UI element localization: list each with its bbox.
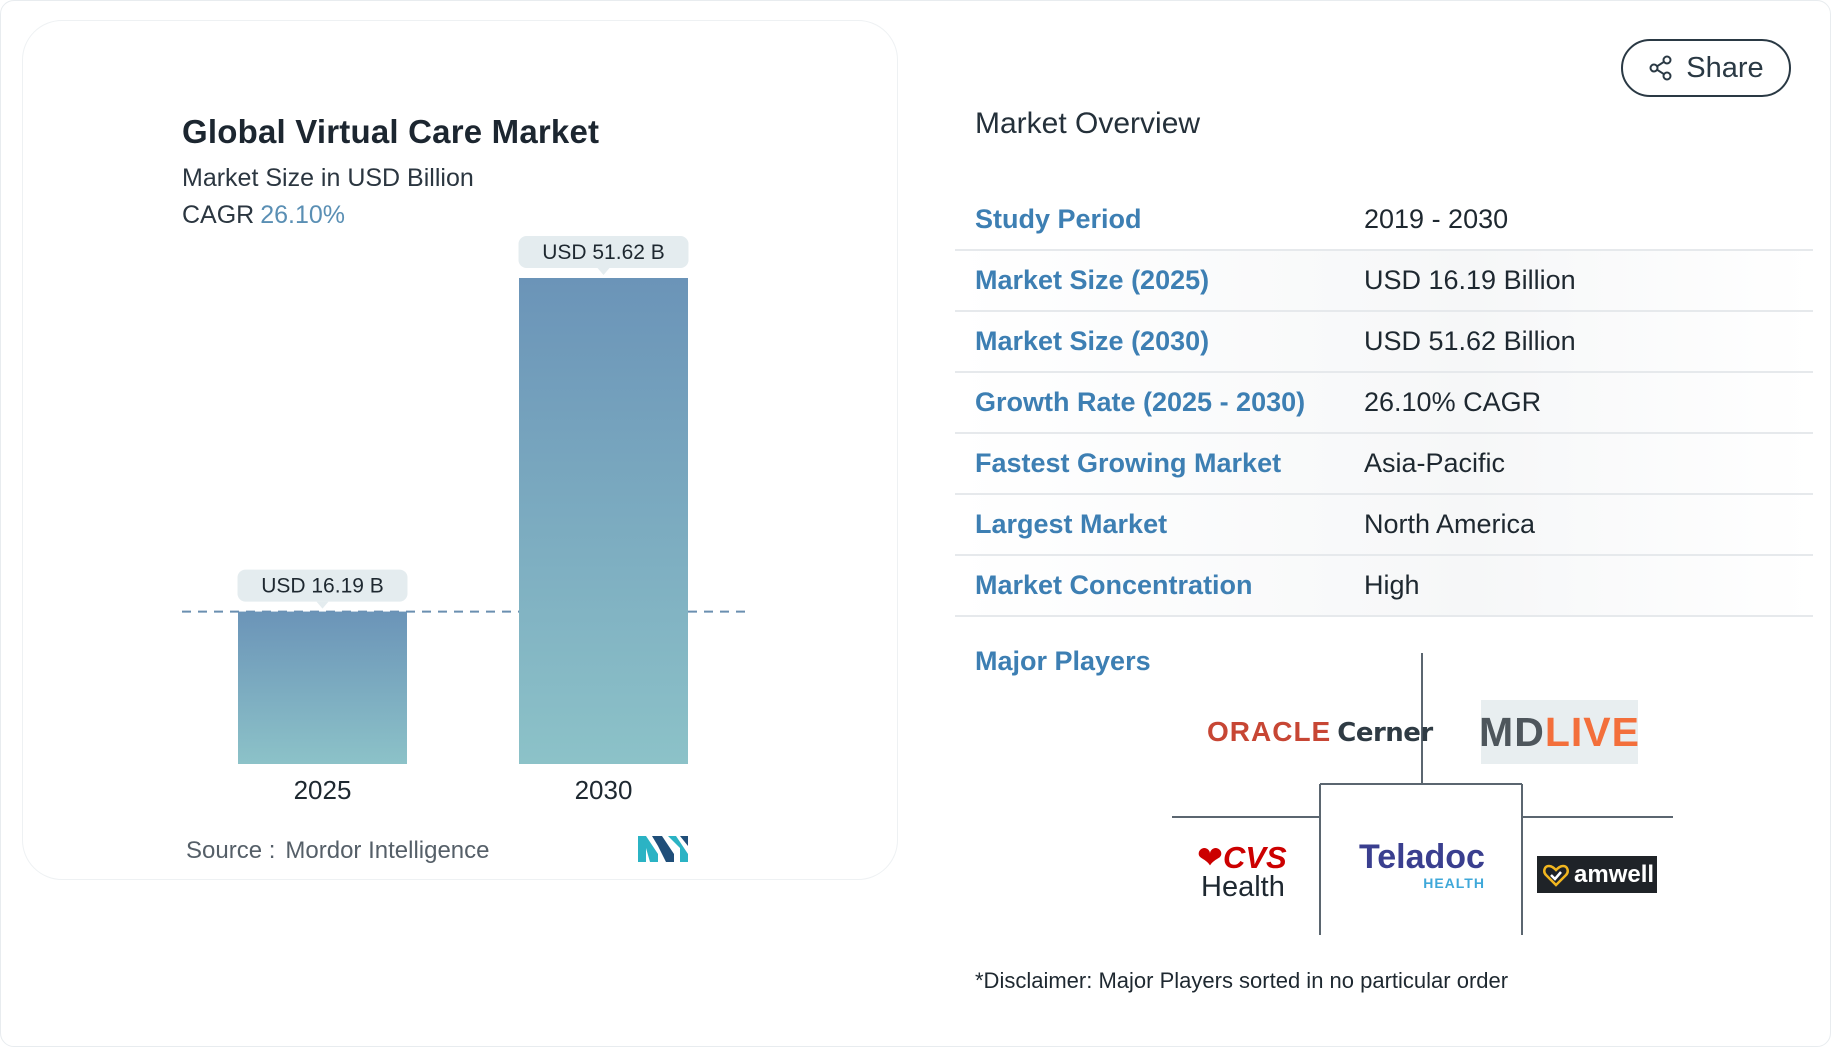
overview-row: Study Period 2019 - 2030 bbox=[955, 190, 1813, 251]
chart-subtitle: Market Size in USD Billion bbox=[182, 164, 474, 192]
data-label: USD 51.62 B bbox=[542, 241, 665, 264]
x-tick-label: 2030 bbox=[575, 775, 633, 805]
oracle-brand: ORACLE bbox=[1207, 716, 1332, 747]
data-label: USD 16.19 B bbox=[261, 575, 384, 598]
bar bbox=[238, 611, 407, 764]
overview-label: Fastest Growing Market bbox=[975, 448, 1282, 478]
source-name: Mordor Intelligence bbox=[285, 837, 490, 864]
cvs-text: CVS bbox=[1222, 840, 1287, 875]
overview-row: Market Concentration High bbox=[955, 556, 1813, 617]
overview-value: USD 51.62 Billion bbox=[1364, 326, 1576, 356]
overview-row: Fastest Growing Market Asia-Pacific bbox=[955, 434, 1813, 495]
overview-value: High bbox=[1364, 570, 1420, 600]
data-label-background bbox=[518, 236, 689, 268]
mdlive-md: MD bbox=[1479, 708, 1545, 755]
overview-label: Largest Market bbox=[975, 509, 1168, 539]
x-tick-label: 2025 bbox=[294, 775, 352, 805]
major-players-label: Major Players bbox=[975, 646, 1151, 676]
amwell-logo: amwell bbox=[1537, 856, 1657, 893]
overview-row: Market Size (2025) USD 16.19 Billion bbox=[955, 251, 1813, 312]
source-label: Source : bbox=[186, 837, 276, 864]
heart-check-icon bbox=[1543, 864, 1569, 887]
overview-row: Market Size (2030) USD 51.62 Billion bbox=[955, 312, 1813, 373]
data-label-pointer bbox=[597, 268, 610, 275]
overview-value: Asia-Pacific bbox=[1364, 448, 1506, 478]
overview-value: 2019 - 2030 bbox=[1364, 204, 1509, 234]
mordor-intelligence-logo-icon bbox=[638, 836, 688, 862]
chart-title: Global Virtual Care Market bbox=[182, 113, 600, 150]
share-icon bbox=[1649, 55, 1672, 81]
amwell-text: amwell bbox=[1574, 860, 1655, 888]
overview-value: USD 16.19 Billion bbox=[1364, 265, 1576, 295]
disclaimer-text: *Disclaimer: Major Players sorted in no … bbox=[975, 968, 1509, 993]
bar bbox=[519, 278, 688, 764]
cagr-value: 26.10% bbox=[260, 201, 346, 229]
overview-row: Largest Market North America bbox=[955, 495, 1813, 556]
cagr-line: CAGR 26.10% bbox=[182, 201, 345, 230]
overview-title: Market Overview bbox=[975, 107, 1201, 140]
cvs-top-line: ❤CVS bbox=[1197, 842, 1287, 873]
share-label: Share bbox=[1686, 51, 1764, 84]
bar-chart: USD 16.19 B 2025 USD 51.62 B 2030 bbox=[182, 236, 748, 805]
oracle-cerner-logo: ORACLE Cerner bbox=[1207, 716, 1433, 748]
cagr-label: CAGR bbox=[182, 201, 255, 229]
overview-label: Growth Rate (2025 - 2030) bbox=[975, 387, 1306, 417]
overview-value: North America bbox=[1364, 509, 1536, 539]
source-line: Source : Mordor Intelligence bbox=[186, 837, 490, 865]
teladoc-health-text: HEALTH bbox=[1423, 875, 1485, 891]
overview-label: Market Size (2030) bbox=[975, 326, 1210, 356]
chart-card bbox=[22, 20, 898, 880]
heart-icon: ❤ bbox=[1197, 840, 1223, 875]
overview-table: Study Period 2019 - 2030 Market Size (20… bbox=[955, 190, 1813, 617]
overview-value: 26.10% CAGR bbox=[1364, 387, 1542, 417]
mdlive-logo: MD LIVE bbox=[1479, 700, 1640, 764]
data-label-background bbox=[237, 569, 408, 602]
teladoc-name: Teladoc bbox=[1359, 838, 1485, 876]
teladoc-health-logo: Teladoc HEALTH bbox=[1359, 838, 1485, 891]
cerner-brand: Cerner bbox=[1337, 718, 1433, 748]
overview-label: Market Concentration bbox=[975, 570, 1253, 600]
overview-label: Market Size (2025) bbox=[975, 265, 1210, 295]
share-button[interactable]: Share bbox=[1621, 39, 1791, 97]
mdlive-live: LIVE bbox=[1544, 708, 1640, 755]
cvs-health-text: Health bbox=[1201, 871, 1285, 903]
overview-row: Growth Rate (2025 - 2030) 26.10% CAGR bbox=[955, 373, 1813, 434]
data-label-pointer bbox=[316, 601, 329, 609]
overview-label: Study Period bbox=[975, 204, 1142, 234]
cvs-health-logo: ❤CVS Health bbox=[1197, 842, 1287, 902]
